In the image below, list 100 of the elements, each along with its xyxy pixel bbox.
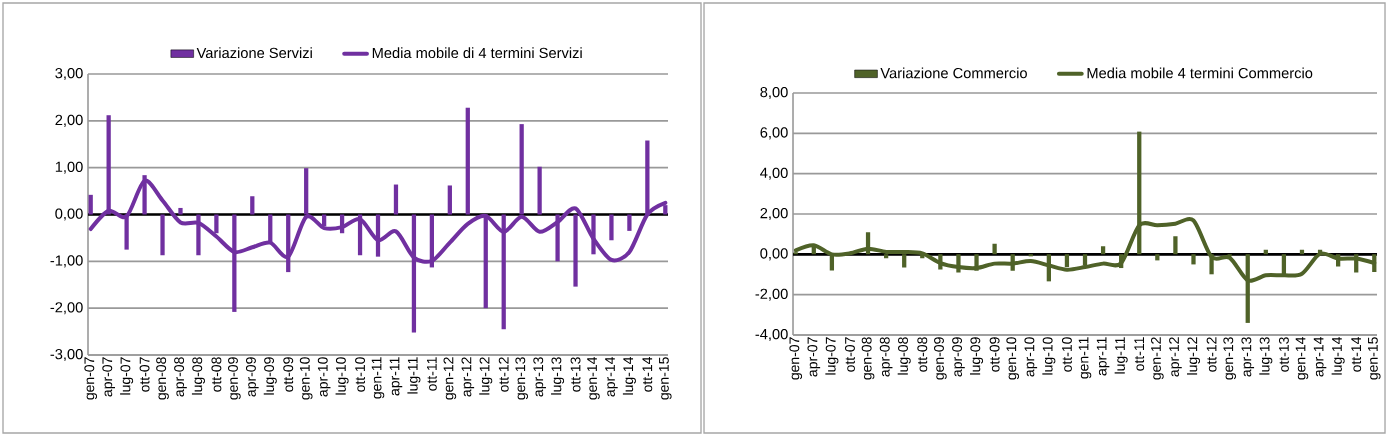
x-tick-label: apr-12 — [1169, 337, 1182, 377]
x-tick-label: apr-07 — [807, 337, 821, 377]
x-tick-label: apr-10 — [1024, 337, 1038, 377]
x-tick-label: ott-08 — [211, 357, 222, 392]
bar — [1173, 236, 1178, 255]
x-tick-label: gen-13 — [1223, 337, 1236, 380]
x-tick-label: lug-12 — [479, 357, 493, 395]
bar — [393, 184, 399, 215]
bar — [88, 194, 93, 215]
y-tick-label: 0,00 — [760, 248, 788, 261]
x-tick-label: apr-11 — [389, 357, 403, 396]
x-tick-label: ott-07 — [139, 357, 150, 392]
bar — [447, 185, 452, 215]
x-tick-label: ott-14 — [1351, 337, 1362, 372]
bar — [1100, 246, 1106, 255]
y-tick-label: 2,00 — [55, 114, 83, 127]
x-tick-label: gen-13 — [515, 357, 528, 400]
x-tick-label: ott-11 — [1134, 337, 1145, 371]
bar — [883, 254, 889, 259]
y-tick-label: -4,00 — [755, 328, 788, 342]
x-tick-label: gen-12 — [443, 357, 457, 400]
x-tick-label: apr-08 — [879, 337, 893, 377]
legend-label: Media mobile di 4 termini Servizi — [372, 47, 582, 59]
x-tick-label: apr-11 — [1096, 337, 1110, 376]
x-tick-label: lug-13 — [551, 357, 565, 395]
bar — [1082, 254, 1088, 266]
bar — [1191, 254, 1196, 265]
x-tick-label: apr-07 — [102, 357, 115, 397]
x-tick-label: lug-09 — [263, 357, 277, 395]
y-tick-label: 0,00 — [55, 208, 83, 221]
x-tick-label: lug-14 — [1331, 337, 1345, 375]
x-tick-label: lug-09 — [970, 337, 984, 375]
x-tick-label: gen-14 — [1295, 337, 1309, 380]
x-tick-label: lug-07 — [120, 357, 134, 395]
y-tick-label: -2,00 — [50, 302, 83, 315]
x-tick-label: gen-08 — [156, 357, 169, 400]
bar — [537, 166, 542, 215]
bar — [609, 214, 614, 241]
x-tick-label: lug-14 — [622, 357, 636, 395]
y-tick-label: 4,00 — [760, 167, 788, 180]
bar — [196, 214, 201, 256]
x-tick-label: lug-08 — [897, 337, 911, 375]
x-tick-label: apr-13 — [1241, 337, 1255, 377]
x-tick-label: ott-10 — [1061, 337, 1072, 372]
x-tick-label: lug-13 — [1259, 337, 1273, 375]
x-tick-label: ott-09 — [989, 337, 1000, 372]
x-tick-label: ott-08 — [917, 337, 928, 372]
legend-label: Media mobile 4 termini Commercio — [1087, 67, 1313, 79]
bar — [974, 254, 979, 271]
x-tick-label: ott-13 — [1278, 337, 1289, 372]
x-tick-label: lug-12 — [1186, 337, 1201, 375]
x-tick-label: apr-10 — [317, 357, 331, 397]
x-tick-label: gen-09 — [228, 357, 241, 400]
y-tick-label: -2,00 — [755, 288, 788, 301]
x-tick-label: gen-14 — [587, 357, 600, 400]
x-tick-label: gen-11 — [371, 357, 385, 399]
x-tick-label: ott-07 — [845, 337, 855, 372]
x-tick-label: lug-10 — [1042, 337, 1056, 375]
x-tick-label: gen-09 — [934, 337, 947, 380]
x-tick-label: apr-14 — [1313, 337, 1327, 377]
x-tick-label: lug-11 — [1114, 337, 1128, 374]
y-tick-label: 1,00 — [55, 161, 83, 174]
bar — [1064, 254, 1070, 268]
y-tick-label: 3,00 — [55, 67, 83, 81]
bar — [1155, 254, 1160, 261]
bar — [465, 107, 470, 215]
x-tick-label: lug-08 — [191, 357, 205, 395]
x-tick-label: ott-13 — [570, 357, 581, 392]
x-tick-label: ott-14 — [642, 357, 653, 392]
bar — [591, 214, 596, 255]
legend-label: Variazione Servizi — [196, 47, 312, 59]
bar — [124, 214, 129, 250]
x-tick-label: ott-12 — [1206, 337, 1217, 372]
bar — [1209, 254, 1214, 275]
x-tick-label: gen-15 — [1368, 337, 1381, 380]
x-tick-label: gen-10 — [299, 357, 313, 400]
x-tick-label: gen-12 — [1151, 337, 1164, 380]
x-tick-label: ott-12 — [498, 357, 509, 392]
x-tick-label: apr-08 — [174, 357, 187, 397]
x-tick-label: lug-10 — [335, 357, 349, 395]
x-tick-label: gen-07 — [789, 337, 803, 380]
bar — [956, 254, 961, 273]
y-tick-label: -1,00 — [50, 255, 83, 268]
bar — [902, 254, 907, 268]
y-tick-label: 8,00 — [760, 86, 788, 100]
x-tick-label: gen-10 — [1006, 337, 1020, 380]
x-tick-label: lug-11 — [407, 357, 421, 394]
x-tick-label: gen-11 — [1078, 337, 1092, 379]
legend-label: Variazione Commercio — [880, 67, 1027, 79]
bar — [178, 207, 183, 215]
x-tick-label: ott-10 — [355, 357, 366, 392]
x-tick-label: gen-07 — [84, 357, 98, 400]
bar — [160, 214, 165, 256]
y-tick-label: 2,00 — [760, 207, 788, 221]
x-tick-label: ott-11 — [427, 357, 437, 391]
x-tick-label: apr-13 — [533, 357, 546, 397]
x-tick-label: apr-12 — [461, 357, 475, 397]
y-tick-label: -3,00 — [50, 348, 83, 362]
x-tick-label: apr-09 — [952, 337, 965, 377]
x-tick-label: ott-09 — [283, 357, 294, 392]
